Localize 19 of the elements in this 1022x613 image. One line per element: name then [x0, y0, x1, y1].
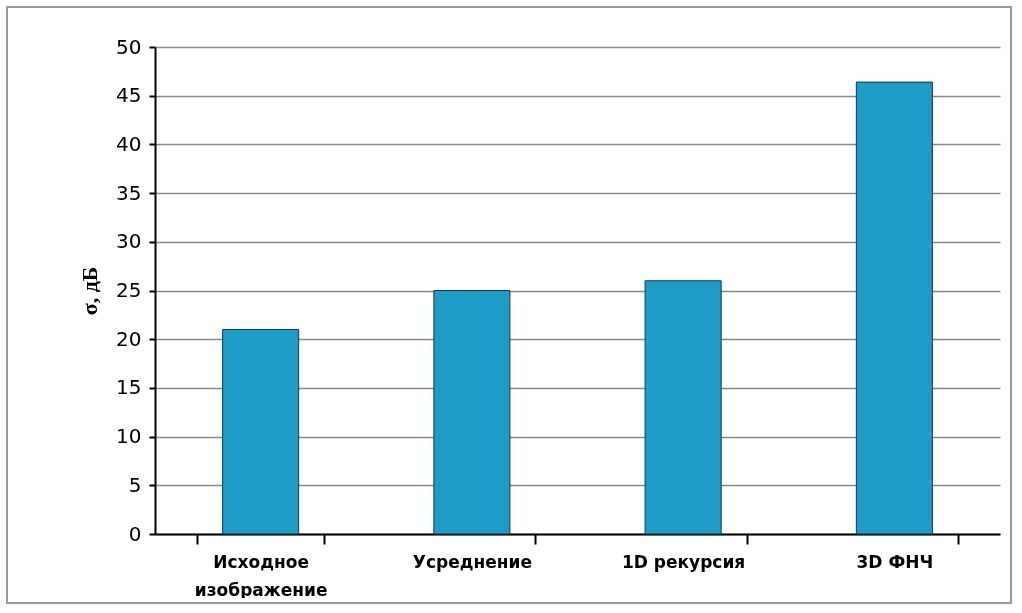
y-tick-label: 5: [128, 472, 142, 497]
y-axis-title: σ, дБ: [77, 266, 103, 316]
y-tick-label: 0: [128, 521, 142, 546]
bar: [644, 280, 722, 535]
bar: [855, 81, 933, 535]
y-tick-label: 15: [116, 375, 142, 400]
x-tick-label: Усреднение: [412, 551, 532, 572]
y-tick-label: 40: [116, 131, 142, 156]
y-tick-label: 35: [116, 180, 142, 205]
x-tick-label: 1D рекурсия: [622, 551, 746, 572]
y-tick-label: 25: [116, 278, 142, 302]
y-tick-label: 20: [116, 326, 142, 351]
bar: [433, 290, 511, 535]
y-tick-label: 50: [116, 34, 142, 59]
y-tick-label: 10: [116, 424, 142, 449]
bar: [222, 328, 300, 535]
y-tick-label: 30: [116, 229, 142, 254]
x-tick-label: 3D ФНЧ: [856, 551, 934, 572]
y-tick-label: 45: [116, 83, 142, 108]
